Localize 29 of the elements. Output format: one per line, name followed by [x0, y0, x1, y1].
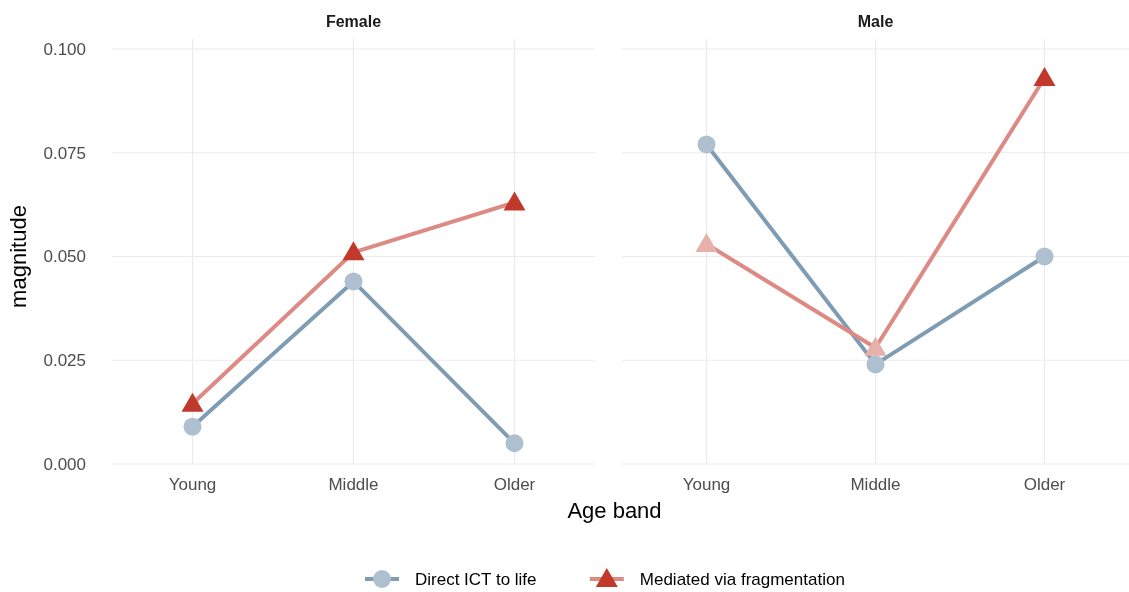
point [695, 233, 718, 253]
point [342, 241, 365, 261]
x-tick-label: Older [493, 475, 536, 494]
point [505, 434, 524, 453]
y-tick-label: 0.075 [43, 143, 86, 163]
chart-title: Male [857, 13, 894, 30]
point [864, 336, 887, 356]
x-tick-label: Older [1023, 475, 1066, 494]
point [344, 272, 363, 291]
y-axis-title: magnitude [6, 205, 31, 308]
point [697, 135, 716, 154]
y-tick-label: 0.100 [43, 39, 86, 59]
point [181, 392, 204, 412]
x-axis-title: Age band [567, 498, 662, 523]
x-tick-label: Middle [328, 475, 379, 494]
legend-label: Mediated via fragmentation [639, 569, 845, 589]
x-tick-label: Young [168, 475, 217, 494]
point [1035, 247, 1054, 266]
x-tick-label: Middle [850, 475, 901, 494]
y-tick-label: 0.025 [43, 351, 86, 371]
y-tick-label: 0.000 [43, 454, 86, 474]
legend-label: Direct ICT to life [415, 569, 537, 589]
chart-title: Female [325, 13, 382, 30]
point [183, 417, 202, 436]
point [1033, 67, 1056, 87]
x-tick-label: Young [682, 475, 731, 494]
point [503, 191, 526, 211]
point [866, 355, 885, 374]
y-tick-label: 0.050 [43, 247, 86, 267]
